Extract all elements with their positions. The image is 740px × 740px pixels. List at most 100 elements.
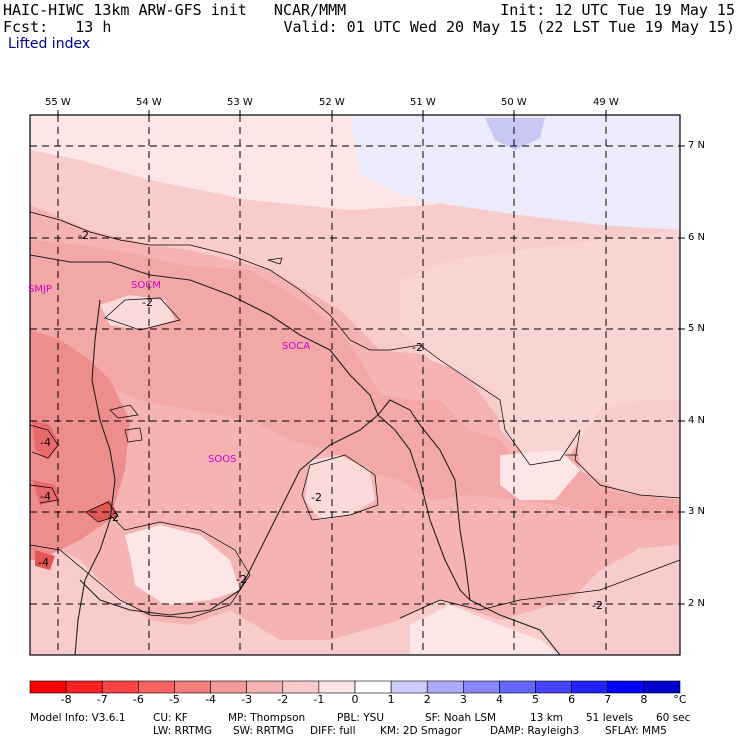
colorbar-tick-label: -7 — [96, 693, 108, 706]
footer-lw: LW: RRTMG — [153, 725, 212, 737]
colorbar-box — [65, 680, 103, 694]
coastlines-borders — [30, 254, 561, 655]
colorbar-box — [29, 680, 67, 694]
contour-lines — [30, 211, 680, 619]
map-frame — [29, 114, 681, 656]
contour-minus2-north — [30, 211, 680, 499]
colorbar-box — [210, 680, 247, 694]
shaded-field — [30, 115, 680, 655]
field-pale-socm — [100, 295, 175, 330]
colorbar-tick-label: -1 — [313, 693, 325, 706]
init-time: Init: 12 UTC Tue 19 May 15 — [500, 1, 735, 19]
latlon-grid — [30, 115, 680, 655]
footer-diff: DIFF: full — [310, 725, 356, 737]
contour-label-group: -2 -2 -2 -2 -2 -2 -2 -4 -4 -4 — [38, 229, 603, 612]
lat-label-7n: 7 N — [688, 140, 706, 151]
lat-label-5n: 5 N — [688, 323, 706, 334]
colorbar-box — [499, 680, 536, 694]
field-name: Lifted index — [8, 36, 91, 52]
lon-label-54w: 54 W — [136, 97, 162, 108]
contour-minus2-southeast — [399, 559, 680, 619]
contour-label: -4 — [38, 556, 49, 569]
colorbar-tick-label: 2 — [423, 693, 431, 706]
lon-label-49w: 49 W — [593, 97, 619, 108]
contour-label: -4 — [40, 436, 51, 449]
contour-label: -2 — [236, 573, 247, 586]
footer-resolution: 13 km — [530, 712, 564, 724]
colorbar-tick-label: 5 — [532, 693, 540, 706]
colorbar-tick-label: 3 — [459, 693, 467, 706]
colorbar-box — [282, 680, 320, 694]
colorbar-tick-label: -3 — [241, 693, 253, 706]
colorbar — [29, 680, 681, 694]
colorbar-tick-label: 6 — [568, 693, 576, 706]
model-title: HAIC-HIWC 13km ARW-GFS init NCAR/MMM — [3, 1, 347, 19]
colorbar-unit: °C — [673, 693, 687, 706]
colorbar-tick-label: -8 — [60, 693, 72, 706]
lat-label-6n: 6 N — [688, 232, 706, 243]
colorbar-box — [643, 680, 681, 694]
footer-km: KM: 2D Smagor — [380, 725, 462, 737]
contour-label: -2 — [412, 341, 423, 354]
lon-label-53w: 53 W — [227, 97, 253, 108]
valid-time: Valid: 01 UTC Wed 20 May 15 (22 LST Tue … — [283, 18, 735, 36]
footer-sw: SW: RRTMG — [233, 725, 294, 737]
colorbar-box — [354, 680, 392, 694]
contour-label: -2 — [78, 229, 89, 242]
contour-label: -4 — [40, 490, 51, 503]
footer-cu: CU: KF — [153, 712, 188, 724]
contour-small-2 — [124, 427, 143, 443]
field-ocean-minus1 — [400, 230, 680, 470]
footer-sflay: SFLAY: MM5 — [605, 725, 667, 737]
field-pale-south — [125, 525, 240, 605]
colorbar-tick-label: 1 — [387, 693, 395, 706]
footer-timestep: 60 sec — [656, 712, 691, 724]
colorbar-box — [426, 680, 464, 694]
colorbar-box — [607, 680, 645, 694]
colorbar-box — [246, 680, 284, 694]
field-minus4-c — [85, 500, 118, 522]
field-positive-2 — [485, 118, 545, 150]
contour-small-3 — [267, 257, 283, 265]
contour-minus2-socm — [104, 297, 181, 331]
colorbar-tick-label: 0 — [351, 693, 359, 706]
forecast-hour: Fcst: 13 h — [3, 18, 112, 36]
contour-small-1 — [109, 404, 139, 419]
footer-levels: 51 levels — [586, 712, 634, 724]
lon-label-52w: 52 W — [319, 97, 345, 108]
station-label-smjp: SMJP — [28, 284, 52, 295]
border-suriname-guiana-south — [79, 414, 379, 616]
colorbar-box — [535, 680, 572, 694]
border-guyana-suriname — [74, 299, 116, 655]
station-label-soos: SOOS — [208, 454, 236, 465]
footer-model-info: Model Info: V3.6.1 — [30, 712, 126, 724]
contour-label: -2 — [311, 491, 322, 504]
contour-minus4-c — [85, 501, 119, 523]
field-pale-southeast — [410, 605, 560, 655]
lat-label-3n: 3 N — [688, 506, 706, 517]
lon-label-51w: 51 W — [410, 97, 436, 108]
station-label-group: SMJP SOCM SOCA SOOS — [28, 280, 310, 465]
contour-minus2-interior — [301, 454, 379, 521]
colorbar-tick-label: -2 — [277, 693, 289, 706]
lat-label-2n: 2 N — [688, 598, 706, 609]
footer-mp: MP: Thompson — [228, 712, 306, 724]
contour-minus2-south — [30, 514, 251, 619]
colorbar-box — [318, 680, 356, 694]
colorbar-box — [138, 680, 175, 694]
border-guiana-brazil — [377, 414, 471, 601]
colorbar-box — [101, 680, 139, 694]
colorbar-tick-label: 8 — [640, 693, 648, 706]
footer-pbl: PBL: YSU — [337, 712, 385, 724]
colorbar-tick-label: 7 — [604, 693, 612, 706]
contour-label: -2 — [108, 511, 119, 524]
colorbar-box — [390, 680, 428, 694]
field-minus4-d — [35, 550, 55, 570]
axis-ticks — [57, 110, 685, 605]
colorbar-tick-label: -4 — [205, 693, 217, 706]
colorbar-tick-label: -6 — [132, 693, 144, 706]
station-label-socm: SOCM — [131, 280, 161, 291]
lon-label-50w: 50 W — [501, 97, 527, 108]
contour-label: -2 — [142, 296, 153, 309]
